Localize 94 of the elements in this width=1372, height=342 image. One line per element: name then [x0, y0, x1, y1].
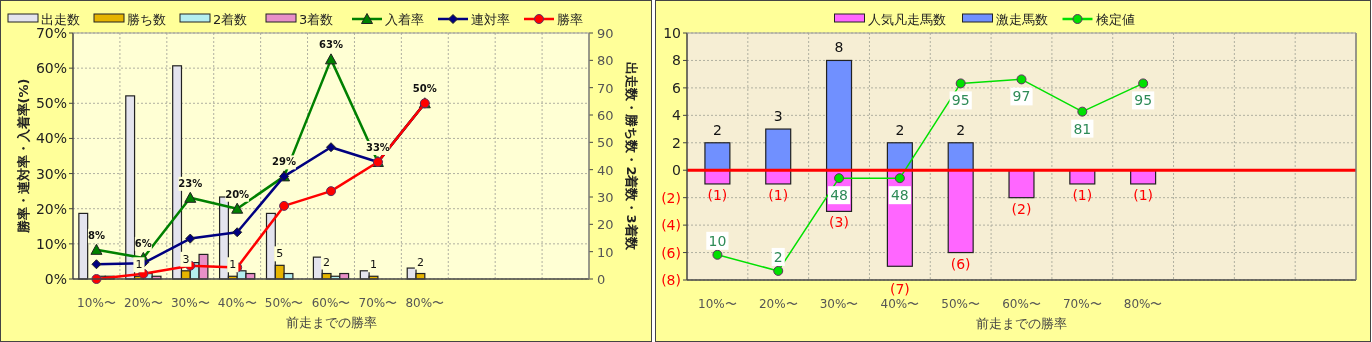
x-tick-label: 30%〜 — [819, 297, 859, 311]
y-tick-label: (4) — [661, 217, 681, 234]
y-tick-label: 60% — [35, 60, 67, 77]
legend-label: 3着数 — [299, 12, 334, 27]
data-label: 95 — [1134, 92, 1153, 109]
x-tick-label: 50%〜 — [264, 296, 304, 310]
y2-axis-title: 出走数・勝ち数・2着数・3着数 — [624, 62, 639, 251]
data-label: 29% — [272, 156, 297, 168]
y-tick-label: (8) — [661, 272, 681, 288]
legend-label: 出走数 — [41, 12, 80, 27]
x-tick-label: 10%〜 — [698, 297, 737, 311]
x-axis-title: 前走までの勝率 — [976, 316, 1067, 331]
legend-label: 連対率 — [471, 12, 510, 27]
y2-tick-label: 50 — [597, 135, 614, 151]
x-tick-label: 80%〜 — [405, 296, 445, 310]
data-label: 6% — [134, 237, 152, 249]
x-tick-label: 70%〜 — [1062, 297, 1102, 311]
y-tick-label: 2 — [672, 134, 681, 151]
data-label: 8% — [87, 229, 105, 241]
y2-tick-label: 10 — [597, 244, 614, 260]
y-tick-label: 0 — [672, 162, 681, 179]
data-label: 2 — [416, 255, 424, 269]
x-tick-label: 40%〜 — [880, 297, 920, 311]
data-label: (2) — [1011, 200, 1032, 217]
y-tick-label: 8 — [672, 52, 681, 69]
x-tick-label: 70%〜 — [358, 296, 398, 310]
data-label: 81 — [1073, 120, 1092, 137]
legend-label: 勝率 — [557, 12, 583, 27]
legend-label: 2着数 — [213, 12, 248, 27]
data-label: 5 — [276, 247, 284, 261]
data-label: 2 — [323, 255, 331, 269]
y2-tick-label: 90 — [597, 26, 614, 41]
y2-tick-label: 0 — [597, 272, 606, 287]
legend-label: 検定値 — [1095, 12, 1135, 27]
data-label: 3 — [182, 252, 190, 266]
y-tick-label: (2) — [661, 189, 681, 206]
y-tick-label: 50% — [35, 95, 67, 112]
y-axis-title: 勝率・連対率・入着率(%) — [16, 78, 31, 235]
y2-tick-label: 80 — [597, 53, 614, 69]
data-label: 3 — [773, 108, 783, 125]
data-label: 50% — [412, 83, 437, 95]
y-tick-label: 10% — [35, 235, 67, 252]
legend-label: 人気凡走馬数 — [867, 12, 946, 27]
data-label: (1) — [1072, 186, 1093, 203]
y-tick-label: 70% — [35, 25, 67, 41]
x-tick-label: 10%〜 — [77, 296, 116, 310]
y-tick-label: 6 — [672, 79, 682, 96]
x-tick-label: 80%〜 — [1123, 297, 1163, 311]
y2-tick-label: 60 — [597, 108, 614, 123]
data-label: 2 — [895, 121, 905, 138]
data-label: 8 — [834, 39, 844, 56]
y-tick-label: 40% — [35, 130, 67, 147]
x-tick-label: 50%〜 — [941, 297, 981, 311]
data-label: (1) — [707, 186, 728, 203]
data-label: 23% — [178, 177, 203, 189]
data-label: 20% — [225, 188, 250, 200]
data-label: 48 — [830, 187, 848, 204]
y2-tick-label: 20 — [597, 217, 614, 233]
y2-tick-label: 70 — [597, 80, 614, 96]
data-label: (1) — [1133, 186, 1154, 203]
y-tick-label: 4 — [672, 107, 682, 124]
legend-label: 激走馬数 — [995, 12, 1048, 27]
legend-label: 勝ち数 — [127, 12, 166, 27]
data-label: 95 — [951, 92, 970, 109]
data-label: 1 — [135, 258, 143, 272]
data-label: 2 — [773, 248, 783, 265]
x-axis-title: 前走までの勝率 — [285, 315, 377, 330]
data-label: (3) — [829, 214, 849, 231]
y2-tick-label: 40 — [597, 162, 614, 178]
data-label: 2 — [712, 121, 722, 138]
data-label: 33% — [365, 141, 390, 153]
data-label: 2 — [956, 121, 966, 138]
x-tick-label: 30%〜 — [170, 296, 210, 310]
y-tick-label: 20% — [35, 200, 67, 217]
data-label: (7) — [889, 281, 910, 297]
y-tick-label: 10 — [663, 25, 681, 41]
x-tick-label: 40%〜 — [217, 296, 257, 310]
x-tick-label: 60%〜 — [311, 296, 351, 310]
data-label: (1) — [768, 186, 789, 203]
data-label: (6) — [950, 255, 971, 272]
y-tick-label: 0% — [44, 271, 67, 287]
y-tick-label: (6) — [661, 244, 681, 261]
data-label: 1 — [370, 258, 378, 272]
data-label: 63% — [319, 39, 343, 51]
y2-tick-label: 30 — [597, 190, 614, 205]
y-tick-label: 30% — [35, 165, 67, 182]
data-label: 10 — [708, 232, 727, 249]
data-label: 48 — [890, 187, 909, 204]
x-tick-label: 20%〜 — [758, 297, 798, 311]
x-tick-label: 20%〜 — [124, 296, 163, 310]
legend-label: 入着率 — [385, 12, 424, 27]
x-tick-label: 60%〜 — [1002, 297, 1041, 311]
data-label: 1 — [229, 258, 237, 272]
data-label: 97 — [1012, 88, 1031, 105]
